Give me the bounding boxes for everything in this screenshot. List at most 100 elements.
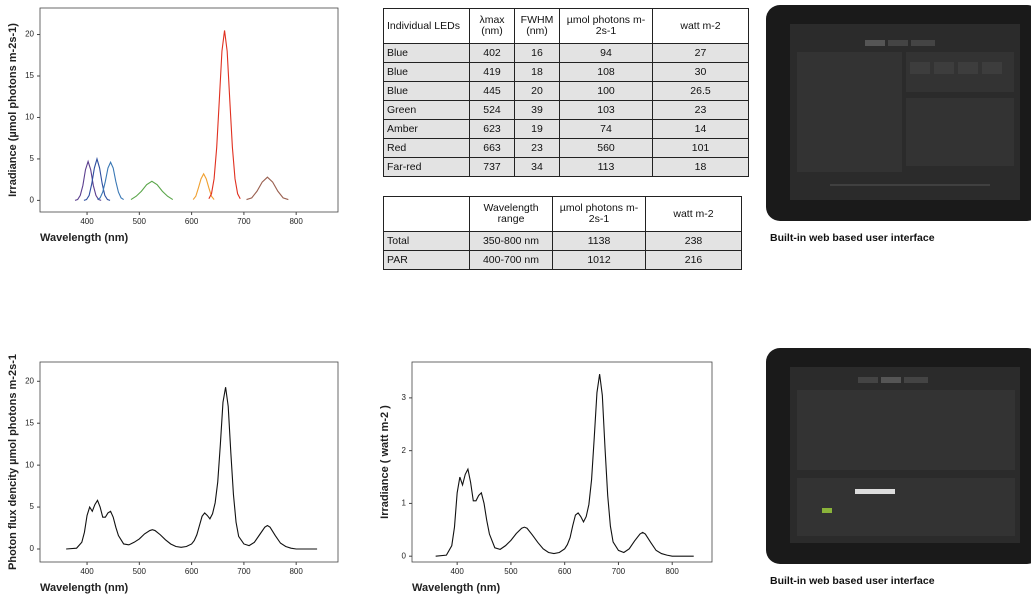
y-tick-label: 5 xyxy=(30,502,35,511)
cell: 1138 xyxy=(552,231,646,251)
x-tick-label: 600 xyxy=(558,567,572,576)
y-tick-label: 0 xyxy=(30,195,35,204)
cell: 20 xyxy=(514,81,560,101)
series-line xyxy=(130,180,174,201)
cell: 623 xyxy=(469,119,515,139)
cell: 737 xyxy=(469,157,515,177)
cell: 18 xyxy=(514,62,560,82)
tablet-1 xyxy=(766,5,1031,221)
x-tick-label: 800 xyxy=(289,567,303,576)
series-line xyxy=(74,159,102,201)
row: Total 350-800 nm 1138 238 xyxy=(383,231,742,251)
series-line xyxy=(97,160,124,201)
cell xyxy=(383,196,470,232)
cell: 19 xyxy=(514,119,560,139)
cell: 34 xyxy=(514,157,560,177)
cell: 1012 xyxy=(552,250,646,270)
cell: 27 xyxy=(652,43,749,63)
table: Wavelength range µmol photons m-2s-1 watt … xyxy=(383,196,742,270)
cell: 350-800 nm xyxy=(469,231,553,251)
row: Red 663 23 560 101 xyxy=(383,138,749,158)
cell: PAR xyxy=(383,250,470,270)
cell: 103 xyxy=(559,100,653,120)
cell: 445 xyxy=(469,81,515,101)
cell: 663 xyxy=(469,138,515,158)
cell: 419 xyxy=(469,62,515,82)
cell: watt m-2 xyxy=(645,196,742,232)
cell: 39 xyxy=(514,100,560,120)
row: Blue 445 20 100 26.5 xyxy=(383,81,749,101)
y-tick-label: 10 xyxy=(25,460,34,469)
cell: Individual LEDs xyxy=(383,8,470,44)
series-line xyxy=(83,156,111,201)
x-tick-label: 500 xyxy=(504,567,518,576)
cell: 14 xyxy=(652,119,749,139)
cell: 74 xyxy=(559,119,653,139)
x-tick-label: 800 xyxy=(666,567,680,576)
cell: 113 xyxy=(559,157,653,177)
header-row: Wavelength range µmol photons m-2s-1 watt … xyxy=(383,196,742,232)
y-tick-label: 20 xyxy=(25,376,34,385)
x-tick-label: 500 xyxy=(133,567,147,576)
cell: 16 xyxy=(514,43,560,63)
cell: 26.5 xyxy=(652,81,749,101)
row: PAR 400-700 nm 1012 216 xyxy=(383,250,742,270)
y-tick-label: 1 xyxy=(402,499,407,508)
cell: 216 xyxy=(645,250,742,270)
y-tick-label: 20 xyxy=(25,30,34,39)
row: Far-red 737 34 113 18 xyxy=(383,157,749,177)
plot-frame xyxy=(411,361,713,563)
caption: Built-in web based user interface xyxy=(770,232,935,244)
series-line xyxy=(66,387,318,550)
series-line xyxy=(246,176,289,201)
tablet-2 xyxy=(766,348,1031,564)
y-axis-title: Photon flux dencity µmol photons m-2s-1 xyxy=(7,354,19,570)
cell: watt m-2 xyxy=(652,8,749,44)
series-line xyxy=(208,30,241,199)
x-tick-label: 700 xyxy=(612,567,626,576)
y-tick-label: 15 xyxy=(25,418,34,427)
x-tick-label: 400 xyxy=(80,217,94,226)
x-axis-title: Wavelength (nm) xyxy=(40,232,129,244)
cell: 23 xyxy=(652,100,749,120)
x-tick-label: 700 xyxy=(237,567,251,576)
cell: Wavelength range xyxy=(469,196,553,232)
cell: Blue xyxy=(383,62,470,82)
x-tick-label: 600 xyxy=(185,217,199,226)
cell: Amber xyxy=(383,119,470,139)
plot-frame xyxy=(39,361,339,563)
y-tick-label: 5 xyxy=(30,154,35,163)
y-tick-label: 10 xyxy=(25,113,34,122)
cell: µmol photons m-2s-1 xyxy=(559,8,653,44)
plot-frame xyxy=(39,7,339,213)
row: Blue 419 18 108 30 xyxy=(383,62,749,82)
x-tick-label: 800 xyxy=(289,217,303,226)
cell: Total xyxy=(383,231,470,251)
cell: 238 xyxy=(645,231,742,251)
caption: Built-in web based user interface xyxy=(770,575,935,587)
y-axis-title: Irradiance ( watt m-2 ) xyxy=(379,405,391,519)
cell: 400-700 nm xyxy=(469,250,553,270)
series-line xyxy=(192,172,215,200)
cell: Red xyxy=(383,138,470,158)
header-row: Individual LEDs λmax (nm) FWHM (nm) µmol ph… xyxy=(383,8,749,44)
row: Amber 623 19 74 14 xyxy=(383,119,749,139)
cell: µmol photons m-2s-1 xyxy=(552,196,646,232)
cell: 94 xyxy=(559,43,653,63)
x-tick-label: 600 xyxy=(185,567,199,576)
cell: 108 xyxy=(559,62,653,82)
cell: 560 xyxy=(559,138,653,158)
cell: 524 xyxy=(469,100,515,120)
row: Blue 402 16 94 27 xyxy=(383,43,749,63)
x-tick-label: 500 xyxy=(133,217,147,226)
x-tick-label: 400 xyxy=(450,567,464,576)
cell: Blue xyxy=(383,81,470,101)
cell: 100 xyxy=(559,81,653,101)
cell: 23 xyxy=(514,138,560,158)
y-tick-label: 3 xyxy=(402,393,407,402)
y-tick-label: 2 xyxy=(402,446,407,455)
cell: 101 xyxy=(652,138,749,158)
x-axis-title: Wavelength (nm) xyxy=(412,582,501,594)
